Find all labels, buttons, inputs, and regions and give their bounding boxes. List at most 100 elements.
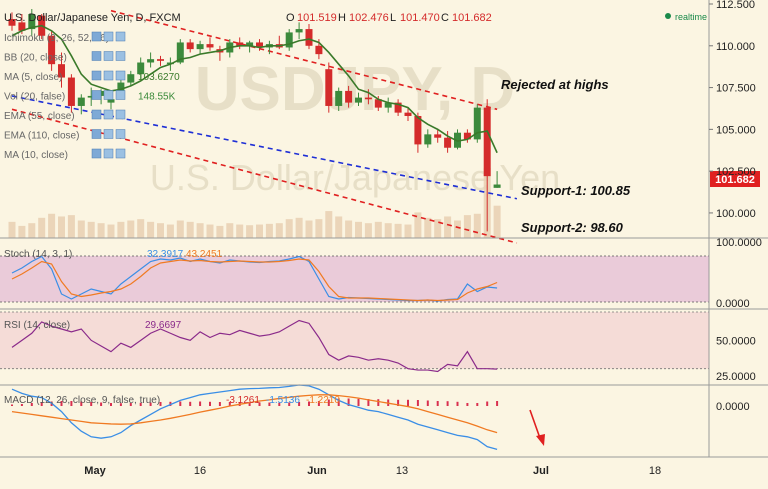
volume-bar xyxy=(77,220,85,238)
time-axis: May 16 Jun 13 Jul 18 xyxy=(84,465,661,477)
price-axis: 100.000 102.500 105.000 107.500 110.000 112.5… xyxy=(709,0,756,220)
price-tick-label: 110.000 xyxy=(716,41,755,53)
volume-bar xyxy=(38,217,46,238)
indicator-label: BB (20, close) xyxy=(4,53,67,64)
signal-line xyxy=(11,394,498,434)
volume-bar xyxy=(107,224,115,238)
price-tick-label: 105.000 xyxy=(716,124,756,136)
candle-body xyxy=(246,42,254,46)
indicator-add-icon xyxy=(115,51,126,61)
stoch-label: Stoch (14, 3, 1) xyxy=(4,249,72,260)
volume-bar xyxy=(384,223,392,238)
stoch-d-value: 43.2451 xyxy=(186,249,223,260)
indicator-legend: Ichimoku (9, 26, 52, 26) BB (20, close) MA… xyxy=(4,31,180,161)
rsi-header: RSI (14, close) 29.6697 xyxy=(4,320,182,331)
indicator-format-icon xyxy=(103,148,114,159)
macd-hist-bar xyxy=(347,398,350,406)
macd-hist-bar xyxy=(90,402,93,406)
volume-bar xyxy=(265,223,273,238)
candle-body xyxy=(335,90,343,106)
volume-bar xyxy=(424,217,432,238)
candle-body xyxy=(394,102,402,113)
volume-bar xyxy=(8,221,16,238)
macd-hist-bar xyxy=(139,402,142,406)
candle-body xyxy=(444,137,452,148)
ma-line xyxy=(11,24,498,154)
indicator-format-icon xyxy=(103,51,114,61)
macd-hist-bar xyxy=(149,402,152,406)
candle-body xyxy=(256,42,263,48)
macd-hist-bar xyxy=(129,403,132,406)
macd-hist-bar xyxy=(100,402,103,406)
volume-bar xyxy=(97,223,105,238)
macd-hist-bar xyxy=(446,401,449,406)
macd-hist-bar xyxy=(367,399,370,406)
price-tick-label: 100.000 xyxy=(716,208,756,220)
time-tick-label: 13 xyxy=(396,465,408,477)
volume-bar xyxy=(157,223,164,238)
candle-body xyxy=(325,69,333,106)
candle-body xyxy=(434,134,442,138)
stoch-tick-0: 0.0000 xyxy=(716,298,750,310)
volume-bar xyxy=(444,216,452,238)
last-price-tag: 101.682 xyxy=(710,171,760,187)
indicator-settings-icon xyxy=(91,148,102,159)
macd-header: MACD (12, 26, close, 9, false, true) -3.… xyxy=(4,395,340,406)
indicator-format-icon xyxy=(103,90,114,100)
volume-bar xyxy=(414,212,422,238)
macd-hist-bar xyxy=(456,401,459,406)
volume-bar xyxy=(335,216,343,238)
candle-body xyxy=(305,29,313,46)
indicator-settings-icon xyxy=(91,90,102,100)
watermark-symbol: USDJPY, D xyxy=(195,55,515,124)
macd-hist-bar xyxy=(377,399,380,406)
indicator-label: MA (5, close) xyxy=(4,72,62,83)
indicator-add-icon xyxy=(115,70,126,81)
indicator-label: Vol (20, false) xyxy=(4,92,65,103)
candle-body xyxy=(473,107,481,140)
ohlc-l-value: 101.470 xyxy=(400,12,440,24)
volume-bar xyxy=(137,219,145,238)
price-tick-label: 112.500 xyxy=(716,0,755,11)
realtime-label: realtime xyxy=(675,12,707,22)
macd-hist-bar xyxy=(159,402,162,406)
indicator-label: MA (10, close) xyxy=(4,150,68,161)
volume-bar xyxy=(345,220,353,238)
annotation-support1: Support-1: 100.85 xyxy=(521,183,631,198)
ohlc-o-value: 101.519 xyxy=(297,12,337,24)
candle-body xyxy=(176,42,184,63)
volume-bar xyxy=(67,215,75,238)
indicator-format-icon xyxy=(103,109,114,120)
macd-hist-bar xyxy=(397,399,400,406)
macd-hist-bar xyxy=(486,401,489,406)
volume-bar xyxy=(295,217,303,238)
volume-bar xyxy=(226,223,234,238)
stoch-line-%D xyxy=(11,258,498,302)
macd-hist-bar xyxy=(70,401,73,406)
indicator-settings-icon xyxy=(91,70,102,81)
macd-hist-bar xyxy=(110,403,112,406)
candle-body xyxy=(463,132,471,140)
annotation-rejected: Rejected at highs xyxy=(501,77,609,92)
macd-hist-bar xyxy=(278,402,281,406)
macd-hist-bar xyxy=(258,402,261,406)
macd-hist-bar xyxy=(298,402,301,406)
candle-body xyxy=(58,64,65,78)
macd-hist-bar xyxy=(209,401,211,406)
candle-body xyxy=(8,19,16,26)
time-tick-label: May xyxy=(84,465,106,477)
candle-body xyxy=(285,32,293,48)
realtime-dot-icon xyxy=(665,13,671,19)
ohlc-l-key: L xyxy=(390,12,396,24)
macd-hist-bar xyxy=(337,398,340,406)
volume-bar xyxy=(18,225,26,238)
candle-body xyxy=(404,112,412,116)
stoch-header: Stoch (14, 3, 1) 32.3917 43.2451 xyxy=(4,249,223,260)
volume-bar xyxy=(147,221,155,238)
price-pane xyxy=(8,9,518,244)
stoch-pane: 100.0000 0.0000 xyxy=(0,237,762,310)
volume-bar xyxy=(236,224,244,238)
ohlc-h-value: 102.476 xyxy=(349,12,389,24)
indicator-label: Ichimoku (9, 26, 52, 26) xyxy=(4,33,109,44)
